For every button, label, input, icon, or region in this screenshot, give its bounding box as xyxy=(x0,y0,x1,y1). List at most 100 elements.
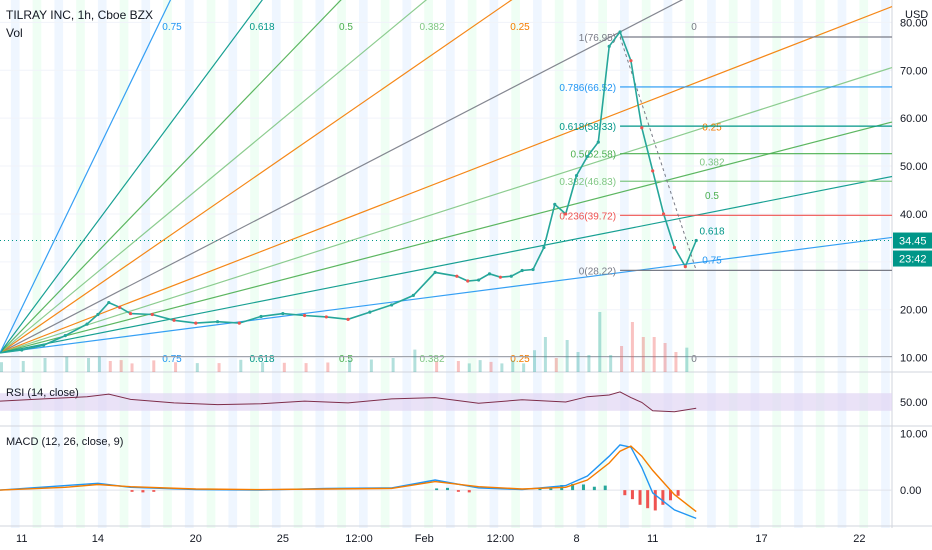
volume-bar xyxy=(369,359,373,372)
volume-bar xyxy=(435,361,439,372)
price-point xyxy=(509,274,513,278)
price-point xyxy=(118,305,122,309)
macd-histogram-bar xyxy=(467,490,471,493)
volume-bar xyxy=(261,362,265,372)
price-point xyxy=(520,268,524,273)
volume-bar xyxy=(511,360,515,372)
price-point xyxy=(215,320,220,324)
fib-level-label: 0(28.22) xyxy=(579,266,616,277)
volume-bar xyxy=(576,352,580,372)
price-point xyxy=(585,154,590,159)
price-point xyxy=(324,315,328,319)
price-point xyxy=(564,212,568,216)
price-point xyxy=(96,312,100,317)
volume-bar xyxy=(239,359,243,372)
price-point xyxy=(640,126,644,130)
price-point xyxy=(618,30,622,34)
time-axis-tick: 11 xyxy=(16,533,27,545)
volume-bar xyxy=(304,363,308,372)
volume-bar xyxy=(152,360,156,372)
fan-label-mid: 0.618 xyxy=(699,227,724,238)
volume-bar xyxy=(108,361,112,372)
fan-line xyxy=(0,0,172,354)
price-point xyxy=(302,313,307,318)
volume-bar xyxy=(174,362,178,372)
price-point xyxy=(629,59,633,63)
volume-bar xyxy=(413,349,417,372)
session-stripe xyxy=(533,0,542,528)
price-point xyxy=(237,321,241,325)
price-point xyxy=(128,311,133,316)
fan-label-mid: 0.25 xyxy=(702,122,722,133)
macd-histogram-bar xyxy=(571,483,575,491)
price-point xyxy=(683,265,687,269)
session-stripe xyxy=(554,0,564,528)
price-point xyxy=(672,245,677,250)
price-point xyxy=(259,314,263,319)
volume-bar xyxy=(326,362,330,372)
rsi-line xyxy=(0,391,697,413)
fan-label-bottom: 0.5 xyxy=(339,354,353,365)
time-axis-tick: 22 xyxy=(853,533,865,545)
price-point xyxy=(487,272,492,276)
volume-bar xyxy=(533,350,537,372)
time-axis-tick: 8 xyxy=(573,533,579,545)
session-stripe xyxy=(511,0,520,528)
fib-level-label: 1(76.95) xyxy=(579,33,616,44)
session-stripe xyxy=(489,0,499,528)
volume-bar xyxy=(641,337,645,372)
session-stripe xyxy=(163,0,172,528)
session-stripe xyxy=(424,0,433,528)
price-point xyxy=(574,174,579,178)
price-point xyxy=(553,202,557,206)
symbol-title: TILRAY INC, 1h, Cboe BZX xyxy=(6,8,153,22)
session-stripe xyxy=(32,0,42,528)
macd-histogram-bar xyxy=(638,490,642,505)
macd-histogram-bar xyxy=(592,486,596,491)
session-stripe xyxy=(598,0,607,528)
volume-bar xyxy=(119,360,123,372)
price-point xyxy=(651,169,655,173)
macd-histogram-bar xyxy=(603,485,607,491)
volume-bar xyxy=(652,337,656,372)
fan-label-mid: 0.382 xyxy=(699,157,724,168)
fan-label-mid: 0.5 xyxy=(705,191,719,202)
fan-label-top: 0.382 xyxy=(419,22,444,33)
last-price-label: 34.45 xyxy=(899,236,927,248)
volume-bar xyxy=(130,363,134,372)
time-axis-tick: 20 xyxy=(190,533,202,545)
session-stripe xyxy=(97,0,107,528)
macd-histogram-bar xyxy=(130,490,134,492)
volume-bar xyxy=(587,355,591,372)
price-point xyxy=(542,245,546,250)
macd-histogram-bar xyxy=(653,490,657,511)
price-point xyxy=(433,270,437,274)
volume-bar xyxy=(598,312,602,372)
session-stripe xyxy=(728,0,738,528)
session-stripe xyxy=(380,0,390,528)
session-stripe xyxy=(815,0,825,528)
time-axis-tick: 17 xyxy=(755,533,767,545)
session-stripe xyxy=(10,0,20,528)
time-axis-tick: Feb xyxy=(415,533,434,545)
price-point xyxy=(477,278,481,282)
price-point xyxy=(85,322,89,326)
price-axis-tick: 20.00 xyxy=(900,305,928,317)
session-stripe xyxy=(750,0,760,528)
price-axis-tick: 80.00 xyxy=(900,17,928,29)
fan-label-bottom: 0.382 xyxy=(419,354,444,365)
volume-bar xyxy=(489,361,493,372)
price-point xyxy=(150,312,154,317)
volume-bar xyxy=(97,356,101,372)
volume-bar xyxy=(478,360,482,372)
time-axis-tick: 12:00 xyxy=(487,533,515,545)
macd-title: MACD (12, 26, close, 9) xyxy=(6,436,123,448)
volume-bar xyxy=(620,346,624,372)
macd-histogram-bar xyxy=(141,490,145,493)
price-point xyxy=(498,275,502,279)
macd-histogram-bar xyxy=(630,490,634,500)
volume-bar xyxy=(282,362,286,372)
session-stripe xyxy=(228,0,238,528)
macd-axis-tick: 10.00 xyxy=(900,429,928,441)
